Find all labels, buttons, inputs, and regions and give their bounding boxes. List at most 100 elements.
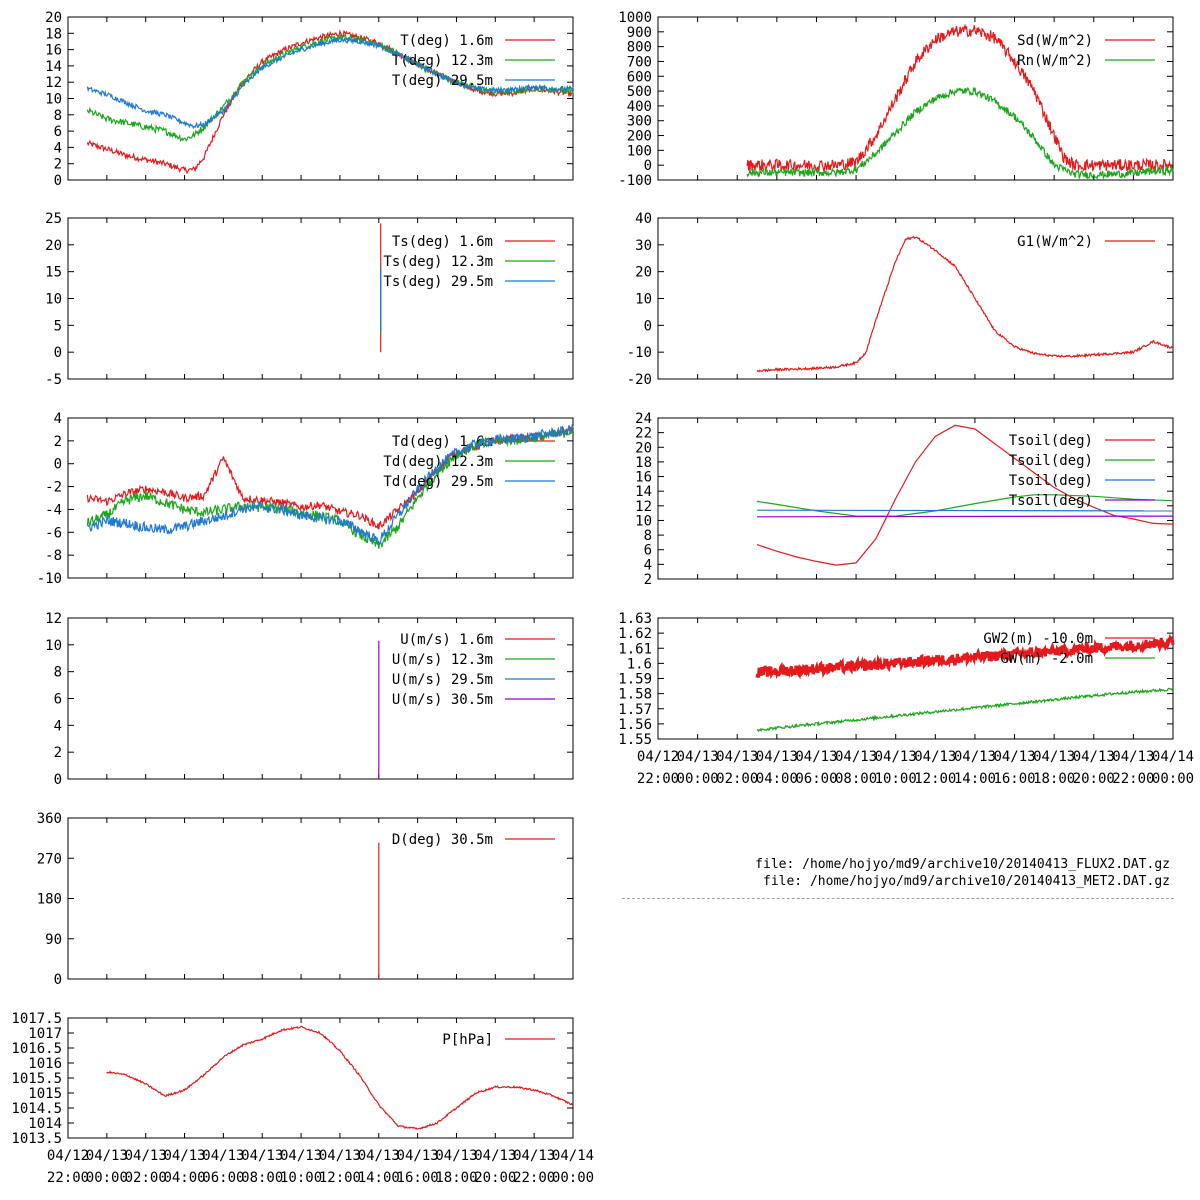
series-line-td-0 xyxy=(86,426,574,530)
y-tick-label: 20 xyxy=(635,265,652,281)
y-tick-label: 14 xyxy=(635,484,652,500)
y-tick-label: 12 xyxy=(635,499,652,515)
x-tick-label-date: 04/13 xyxy=(993,749,1035,765)
x-tick-label-time: 10:00 xyxy=(875,771,917,787)
x-tick-label-date: 04/13 xyxy=(163,1148,205,1164)
legend-label: GW2(m) -10.0m xyxy=(983,631,1093,647)
y-tick-label: 500 xyxy=(627,84,652,100)
y-tick-label: 10 xyxy=(45,638,62,654)
series-line-gw-1 xyxy=(756,687,1174,733)
y-tick-label: 4 xyxy=(54,718,62,734)
y-tick-label: 10 xyxy=(45,292,62,308)
y-tick-label: 6 xyxy=(54,692,62,708)
panel-tsoil: 24681012141618202224Tsoil(deg)Tsoil(deg)… xyxy=(635,411,1174,588)
legend-label: G1(W/m^2) xyxy=(1017,234,1093,250)
plot-frame xyxy=(67,1017,574,1139)
y-tick-label: 1.56 xyxy=(618,717,652,733)
y-tick-label: 1016.5 xyxy=(11,1041,62,1057)
y-tick-label: 360 xyxy=(37,811,62,827)
plot-frame xyxy=(657,617,1174,740)
y-tick-label: 8 xyxy=(54,665,62,681)
series-line-temp-1 xyxy=(86,34,574,142)
y-tick-label: 10 xyxy=(45,92,62,108)
y-tick-label: 1.59 xyxy=(618,672,652,688)
x-tick-label-time: 06:00 xyxy=(795,771,837,787)
y-tick-label: 20 xyxy=(45,10,62,26)
y-tick-label: 1013.5 xyxy=(11,1131,62,1147)
panel-dir: 0 90 180 270 360 D(deg) 30.5m xyxy=(37,811,574,988)
x-tick-label-date: 04/14 xyxy=(1152,749,1194,765)
x-tick-label-date: 04/13 xyxy=(513,1148,555,1164)
x-tick-label-date: 04/13 xyxy=(1112,749,1154,765)
x-tick-label-date: 04/14 xyxy=(552,1148,594,1164)
legend-label: U(m/s) 30.5m xyxy=(392,692,493,708)
legend-label: Rn(W/m^2) xyxy=(1017,53,1093,69)
y-tick-label: 900 xyxy=(627,25,652,41)
y-tick-label: 1015.5 xyxy=(11,1071,62,1087)
plot-frame xyxy=(67,417,574,579)
y-tick-label: 4 xyxy=(54,140,62,156)
x-tick-label-time: 20:00 xyxy=(1073,771,1115,787)
y-tick-label: 1.57 xyxy=(618,702,652,718)
y-tick-label: 15 xyxy=(45,265,62,281)
x-tick-label-time: 04:00 xyxy=(756,771,798,787)
y-tick-label: 16 xyxy=(45,43,62,59)
x-tick-label-time: 22:00 xyxy=(637,771,679,787)
plot-frame xyxy=(657,217,1174,380)
series-line-tsoil-1 xyxy=(756,494,1174,517)
x-tick-label-date: 04/12 xyxy=(47,1148,89,1164)
x-tick-label-date: 04/13 xyxy=(835,749,877,765)
legend-label: T(deg) 12.3m xyxy=(392,53,493,69)
x-tick-label-time: 18:00 xyxy=(435,1170,477,1186)
x-tick-label-time: 00:00 xyxy=(677,771,719,787)
x-tick-label-date: 04/13 xyxy=(280,1148,322,1164)
x-tick-label-date: 04/13 xyxy=(1033,749,1075,765)
legend-label: P[hPa] xyxy=(442,1032,493,1048)
y-tick-label: -10 xyxy=(627,345,652,361)
y-tick-label: 1000 xyxy=(618,10,652,26)
y-tick-label: -6 xyxy=(45,525,62,541)
x-tick-label-time: 22:00 xyxy=(1112,771,1154,787)
series-line-temp-2 xyxy=(86,36,574,130)
y-tick-label: 800 xyxy=(627,40,652,56)
x-tick-label-time: 14:00 xyxy=(358,1170,400,1186)
y-tick-label: 0 xyxy=(54,772,62,788)
y-tick-label: 10 xyxy=(635,292,652,308)
y-tick-label: 1014 xyxy=(28,1116,62,1132)
y-tick-label: 16 xyxy=(635,470,652,486)
y-tick-label: 1.63 xyxy=(618,611,652,627)
y-tick-label: 20 xyxy=(45,238,62,254)
panel-ts: -5 0 5 10 15 20 25 Ts(deg) 1.6m Ts(deg) 12.3m Ts(… xyxy=(45,211,574,388)
y-tick-label: -20 xyxy=(627,372,652,388)
y-tick-label: 1014.5 xyxy=(11,1101,62,1117)
y-tick-label: 25 xyxy=(45,211,62,227)
y-tick-label: 4 xyxy=(644,557,652,573)
legend-label: Ts(deg) 12.3m xyxy=(383,254,493,270)
y-tick-label: 22 xyxy=(635,426,652,442)
y-tick-label: 1016 xyxy=(28,1056,62,1072)
x-tick-label-date: 04/13 xyxy=(914,749,956,765)
x-tick-label-date: 04/13 xyxy=(397,1148,439,1164)
x-tick-label-time: 04:00 xyxy=(163,1170,205,1186)
y-tick-label: 0 xyxy=(644,318,652,334)
y-tick-label: 12 xyxy=(45,611,62,627)
y-tick-label: 0 xyxy=(54,457,62,473)
y-tick-label: 2 xyxy=(644,572,652,588)
x-tick-label-time: 08:00 xyxy=(241,1170,283,1186)
legend-label: Ts(deg) 29.5m xyxy=(383,274,493,290)
y-tick-label: 1015 xyxy=(28,1086,62,1102)
legend-label: U(m/s) 12.3m xyxy=(392,652,493,668)
y-tick-label: 0 xyxy=(54,972,62,988)
y-tick-label: 8 xyxy=(644,528,652,544)
x-tick-label-date: 04/13 xyxy=(795,749,837,765)
y-tick-label: 14 xyxy=(45,59,62,75)
file-line-met: file: /home/hojyo/md9/archive10/20140413… xyxy=(763,874,1170,889)
y-tick-label: 90 xyxy=(45,932,62,948)
x-tick-label-date: 04/13 xyxy=(358,1148,400,1164)
x-tick-label-date: 04/13 xyxy=(716,749,758,765)
x-tick-label-date: 04/13 xyxy=(1073,749,1115,765)
series-line-press-0 xyxy=(106,1025,574,1130)
x-tick-label-time: 12:00 xyxy=(914,771,956,787)
